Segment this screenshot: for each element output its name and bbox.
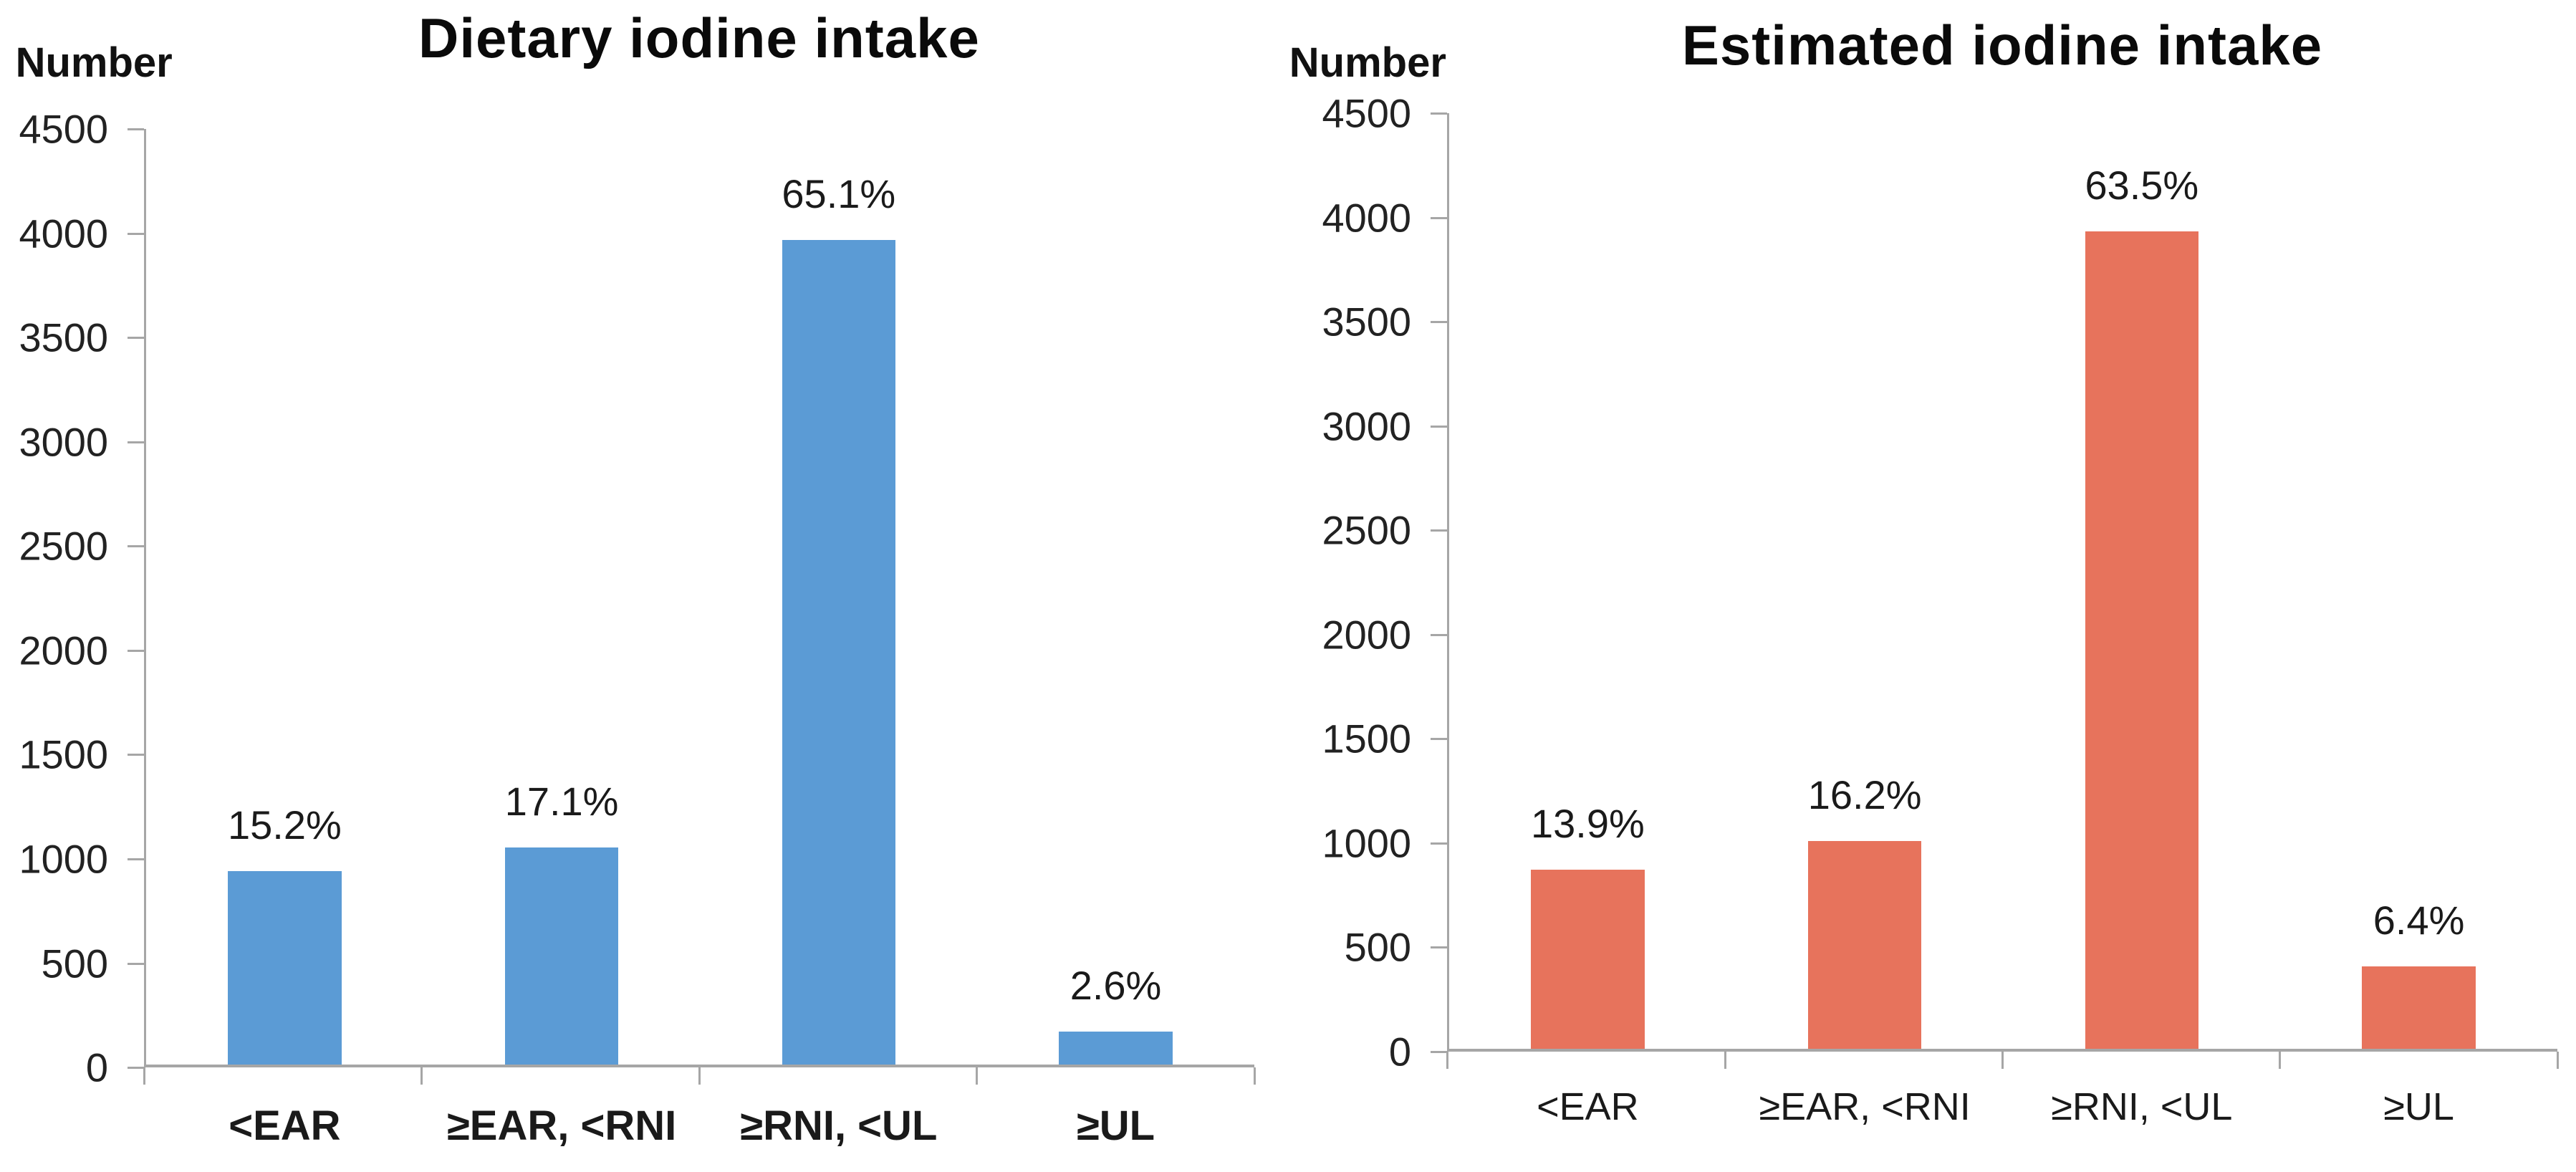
x-tick-mark [976,1067,979,1085]
chart-panel-dietary: Dietary iodine intake Number 15.2% <EAR 17… [15,6,1256,1149]
y-tick-mark [128,962,145,965]
y-tick-label: 3500 [1322,299,1412,345]
y-tick-label: 2500 [1322,507,1412,553]
y-tick-label: 2000 [1322,612,1412,658]
y-tick-mark [1431,633,1448,636]
y-tick-label: 2500 [19,523,109,569]
y-tick-label: 0 [1388,1029,1412,1075]
y-tick-label: 3500 [19,314,109,360]
category-slot: 15.2% <EAR [146,129,423,1149]
bar-≥UL [1059,1031,1173,1065]
y-tick-mark [1431,216,1448,219]
chart-panel-estimated: Estimated iodine intake Number 13.9% <EAR… [1288,0,2576,1172]
bar-value-label: 2.6% [1070,962,1162,1008]
x-tick-mark [1253,1067,1256,1085]
y-tick-mark [1431,321,1448,324]
y-tick-label: 1500 [1322,716,1412,762]
category-slot: 13.9% <EAR [1449,113,1726,1128]
x-category-label: <EAR [229,1103,341,1150]
x-tick-mark [143,1067,146,1085]
x-category-label: ≥UL [1076,1103,1155,1150]
y-tick-mark [1431,738,1448,741]
x-tick-mark [2279,1051,2282,1069]
category-slot: 16.2% ≥EAR, <RNI [1726,113,2004,1128]
y-tick-label: 500 [1344,924,1412,970]
y-tick-label: 3000 [1322,403,1412,449]
x-category-label: ≥EAR, <RNI [1759,1085,1971,1128]
y-tick-mark [1431,1050,1448,1053]
y-tick-mark [128,754,145,756]
y-tick-mark [128,441,145,443]
y-tick-mark [128,858,145,860]
bar-value-label: 13.9% [1531,801,1645,847]
bar-value-label: 15.2% [227,802,342,848]
y-tick-mark [1431,842,1448,845]
y-tick-label: 4500 [1322,90,1412,136]
x-category-label: ≥RNI, <UL [2051,1085,2233,1128]
bar-≥EAR, <RNI [1807,840,1922,1049]
bar-value-label: 65.1% [782,171,896,217]
x-tick-mark [1724,1051,1726,1069]
category-slot: 2.6% ≥UL [977,129,1254,1149]
y-tick-mark [128,649,145,652]
x-tick-mark [420,1067,423,1085]
y-tick-label: 2000 [19,628,109,673]
x-category-label: ≥UL [2383,1085,2454,1128]
bar-value-label: 16.2% [1807,772,1922,817]
bar-≥UL [2362,966,2476,1049]
plot-area: 13.9% <EAR 16.2% ≥EAR, <RNI 63.5% ≥RNI, <UL 6.… [1447,113,2557,1128]
y-axis-title: Number [1289,39,1446,86]
x-tick-mark [698,1067,701,1085]
chart-title: Estimated iodine intake [1681,13,2323,77]
chart-title: Dietary iodine intake [418,6,980,70]
x-tick-mark [2001,1051,2004,1069]
y-tick-mark [1431,112,1448,115]
x-tick-mark [1446,1051,1449,1069]
bar-value-label: 63.5% [2085,163,2199,208]
y-tick-label: 3000 [19,419,109,465]
x-category-label: ≥EAR, <RNI [446,1103,677,1150]
y-tick-mark [1431,529,1448,532]
bar-≥RNI, <UL [2085,231,2199,1049]
bar-value-label: 6.4% [2373,898,2465,943]
x-category-label: <EAR [1537,1085,1639,1128]
category-slot: 65.1% ≥RNI, <UL [700,129,977,1149]
x-category-label: ≥RNI, <UL [740,1103,938,1150]
y-tick-label: 0 [85,1044,109,1090]
y-tick-label: 1500 [19,731,109,777]
y-tick-label: 4500 [19,106,109,152]
y-tick-label: 4000 [19,211,109,256]
category-slot: 63.5% ≥RNI, <UL [2003,113,2280,1128]
category-slot: 6.4% ≥UL [2280,113,2557,1128]
y-tick-label: 1000 [1322,820,1412,866]
y-tick-mark [128,128,145,130]
bar-≥EAR, <RNI [504,847,619,1065]
y-tick-label: 500 [41,941,109,986]
y-tick-mark [1431,946,1448,949]
bar-<EAR [228,871,342,1065]
bar-<EAR [1531,870,1645,1049]
y-tick-mark [1431,425,1448,428]
x-tick-mark [2556,1051,2559,1069]
y-tick-mark [128,1067,145,1070]
y-tick-mark [128,232,145,235]
y-tick-label: 1000 [19,836,109,882]
bar-value-label: 17.1% [504,778,619,824]
y-tick-mark [128,545,145,548]
bar-≥RNI, <UL [782,240,896,1065]
y-tick-mark [128,337,145,340]
y-axis-title: Number [15,39,173,86]
category-slot: 17.1% ≥EAR, <RNI [423,129,701,1149]
plot-area: 15.2% <EAR 17.1% ≥EAR, <RNI 65.1% ≥RNI, <UL 2.… [144,128,1254,1149]
y-tick-label: 4000 [1322,195,1412,241]
